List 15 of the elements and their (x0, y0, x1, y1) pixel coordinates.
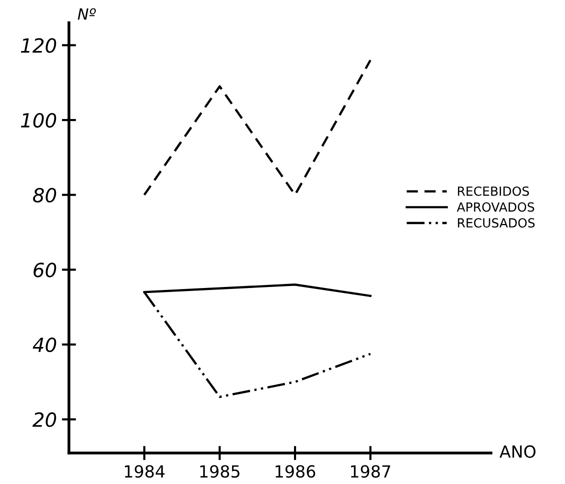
y-tick-label: 120 (20, 38, 56, 53)
x-axis-title: ANO (500, 445, 536, 458)
legend-label: RECEBIDOS (458, 186, 529, 196)
y-tick-label: 20 (32, 412, 56, 428)
y-tick-label: 100 (20, 112, 56, 128)
y-tick-label: 60 (34, 262, 56, 278)
y-tick-label: 40 (32, 337, 56, 352)
y-tick-label: 80 (33, 188, 56, 203)
x-tick-label: 1985 (200, 465, 240, 478)
y-axis-title: Nº (78, 8, 96, 20)
legend-label: RECUSADOS (458, 218, 535, 228)
x-tick-label: 1987 (351, 465, 390, 478)
x-tick-label: 1984 (124, 465, 165, 478)
x-tick-label: 1986 (276, 465, 316, 478)
legend-label: APROVADOS (456, 202, 534, 212)
